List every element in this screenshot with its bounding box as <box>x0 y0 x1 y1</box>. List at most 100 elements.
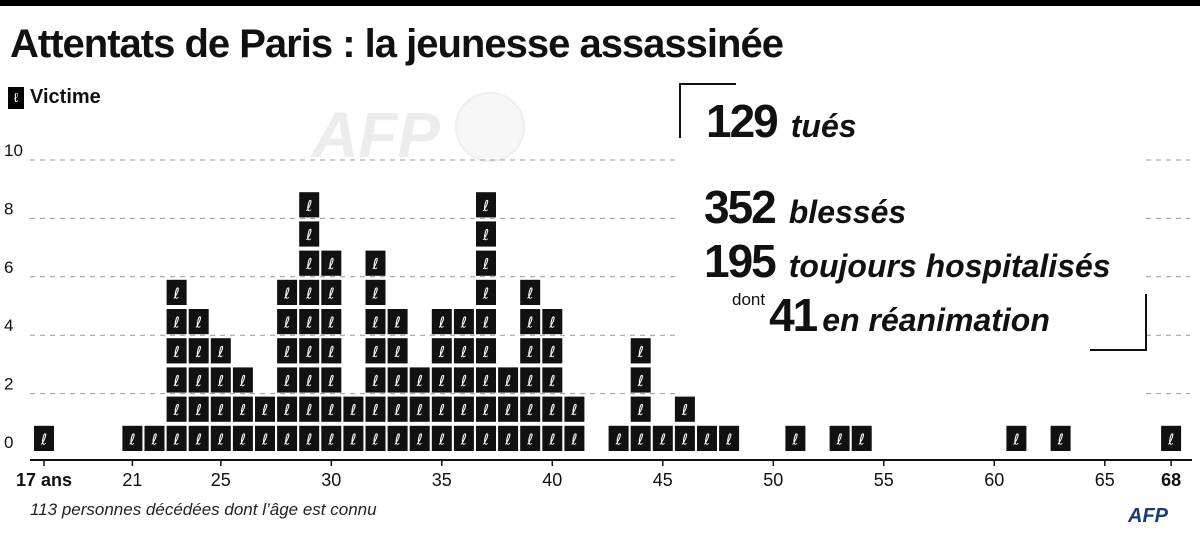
ribbon-icon: ℓ <box>703 430 710 448</box>
victim-cell <box>166 338 187 364</box>
ribbon-icon: ℓ <box>526 343 533 361</box>
victim-cell <box>232 396 253 422</box>
y-tick-label: 4 <box>4 316 13 335</box>
y-tick-label: 0 <box>4 433 13 452</box>
victim-cell <box>299 367 320 393</box>
ribbon-icon: ℓ <box>349 401 356 419</box>
victim-cell <box>299 192 320 218</box>
ribbon-icon: ℓ <box>614 430 621 448</box>
ribbon-icon: ℓ <box>460 343 467 361</box>
stat-killed: 129 tués <box>706 94 857 148</box>
y-tick-label: 10 <box>4 141 23 160</box>
ribbon-icon: ℓ <box>637 430 644 448</box>
ribbon-icon: ℓ <box>482 401 489 419</box>
victim-cell <box>365 425 386 451</box>
ribbon-icon: ℓ <box>1056 430 1063 448</box>
victim-cell <box>453 425 474 451</box>
ribbon-icon: ℓ <box>261 401 268 419</box>
victim-cell <box>321 309 342 335</box>
victim-cell <box>365 367 386 393</box>
ribbon-icon: ℓ <box>305 372 312 390</box>
ribbon-icon: ℓ <box>725 430 732 448</box>
victim-cell <box>520 367 541 393</box>
ribbon-icon: ℓ <box>261 430 268 448</box>
ribbon-icon: ℓ <box>548 372 555 390</box>
victim-cell <box>564 396 585 422</box>
victim-cell <box>188 396 209 422</box>
ribbon-icon: ℓ <box>128 430 135 448</box>
ribbon-icon: ℓ <box>482 372 489 390</box>
ribbon-icon: ℓ <box>1012 430 1019 448</box>
ribbon-icon: ℓ <box>681 401 688 419</box>
ribbon-icon: ℓ <box>305 401 312 419</box>
hospital-label: toujours hospitalisés <box>788 248 1111 284</box>
ribbon-icon: ℓ <box>172 430 179 448</box>
ribbon-icon: ℓ <box>327 314 334 332</box>
victim-cell <box>719 425 740 451</box>
x-tick-label: 55 <box>874 470 894 490</box>
ribbon-icon: ℓ <box>570 401 577 419</box>
victim-cell <box>1006 425 1027 451</box>
icu-label: en réanimation <box>822 302 1050 338</box>
ribbon-icon: ℓ <box>526 314 533 332</box>
afp-watermark: AFP <box>312 99 440 171</box>
victim-cell <box>476 338 496 364</box>
victim-cell <box>652 425 673 451</box>
ribbon-icon: ℓ <box>239 430 246 448</box>
ribbon-icon: ℓ <box>526 284 533 302</box>
victim-cell <box>321 279 342 305</box>
ribbon-icon: ℓ <box>460 372 467 390</box>
victim-cell <box>1050 425 1071 451</box>
legend-label: Victime <box>30 86 101 108</box>
ribbon-icon: ℓ <box>460 430 467 448</box>
ribbon-icon: ℓ <box>283 430 290 448</box>
ribbon-icon: ℓ <box>327 401 334 419</box>
ribbon-icon: ℓ <box>239 372 246 390</box>
watermark-ball-icon <box>455 92 525 162</box>
ribbon-icon: ℓ <box>393 401 400 419</box>
ribbon-icon: ℓ <box>283 401 290 419</box>
bracket-bottom-right <box>1090 294 1147 351</box>
victim-cell <box>431 396 452 422</box>
ribbon-icon: ℓ <box>460 401 467 419</box>
victim-cell <box>188 367 209 393</box>
injured-label: blessés <box>788 194 907 230</box>
ribbon-icon: ℓ <box>195 401 202 419</box>
x-tick-label: 50 <box>763 470 783 490</box>
victim-cell <box>520 279 541 305</box>
ribbon-icon: ℓ <box>637 401 644 419</box>
ribbon-icon: ℓ <box>172 314 179 332</box>
ribbon-icon: ℓ <box>217 401 224 419</box>
victim-cell <box>476 367 496 393</box>
victim-cell <box>476 221 496 247</box>
y-tick-label: 8 <box>4 199 13 218</box>
ribbon-icon: ℓ <box>305 197 312 215</box>
ribbon-icon: ℓ <box>460 314 467 332</box>
ribbon-icon: ℓ <box>548 314 555 332</box>
victim-cell <box>321 338 342 364</box>
victim-cell <box>365 250 386 276</box>
victim-cell <box>188 425 209 451</box>
ribbon-icon: ℓ <box>482 197 489 215</box>
victim-cell <box>542 338 563 364</box>
victim-cell <box>453 367 474 393</box>
victim-cell <box>387 309 408 335</box>
victim-cell <box>210 425 231 451</box>
victim-cell <box>188 309 209 335</box>
victim-cell <box>321 425 342 451</box>
victim-cell <box>321 250 342 276</box>
victim-cell <box>365 338 386 364</box>
ribbon-icon: ℓ <box>482 343 489 361</box>
victim-cell <box>431 367 452 393</box>
ribbon-icon: ℓ <box>393 372 400 390</box>
victim-cell <box>498 367 519 393</box>
icu-number: 41 <box>769 289 818 341</box>
ribbon-icon: ℓ <box>195 430 202 448</box>
ribbon-icon: ℓ <box>195 372 202 390</box>
killed-label: tués <box>790 108 857 144</box>
victim-cell <box>453 396 474 422</box>
ribbon-icon: ℓ <box>195 314 202 332</box>
ribbon-icon: ℓ <box>239 401 246 419</box>
victim-cell <box>453 338 474 364</box>
